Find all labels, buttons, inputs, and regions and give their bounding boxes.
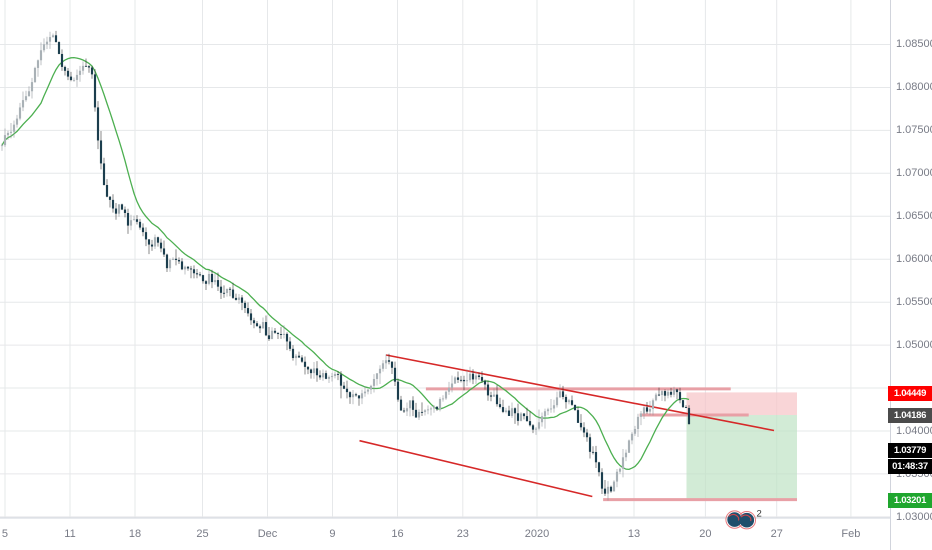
svg-text:2: 2 — [757, 509, 762, 520]
